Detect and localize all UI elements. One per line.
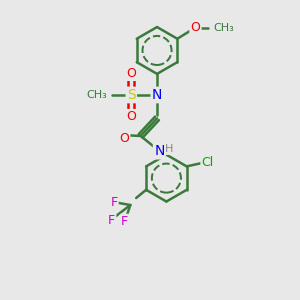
Text: CH₃: CH₃ (214, 23, 234, 33)
Text: Cl: Cl (202, 156, 214, 170)
Text: F: F (121, 215, 128, 228)
Text: N: N (152, 88, 162, 102)
Text: N: N (154, 144, 165, 158)
Text: O: O (126, 67, 136, 80)
Text: CH₃: CH₃ (86, 90, 107, 100)
Text: O: O (119, 132, 129, 145)
Text: F: F (108, 214, 115, 227)
Text: O: O (190, 20, 200, 34)
Text: H: H (165, 144, 173, 154)
Text: F: F (110, 196, 118, 209)
Text: S: S (127, 88, 136, 102)
Text: O: O (126, 110, 136, 123)
